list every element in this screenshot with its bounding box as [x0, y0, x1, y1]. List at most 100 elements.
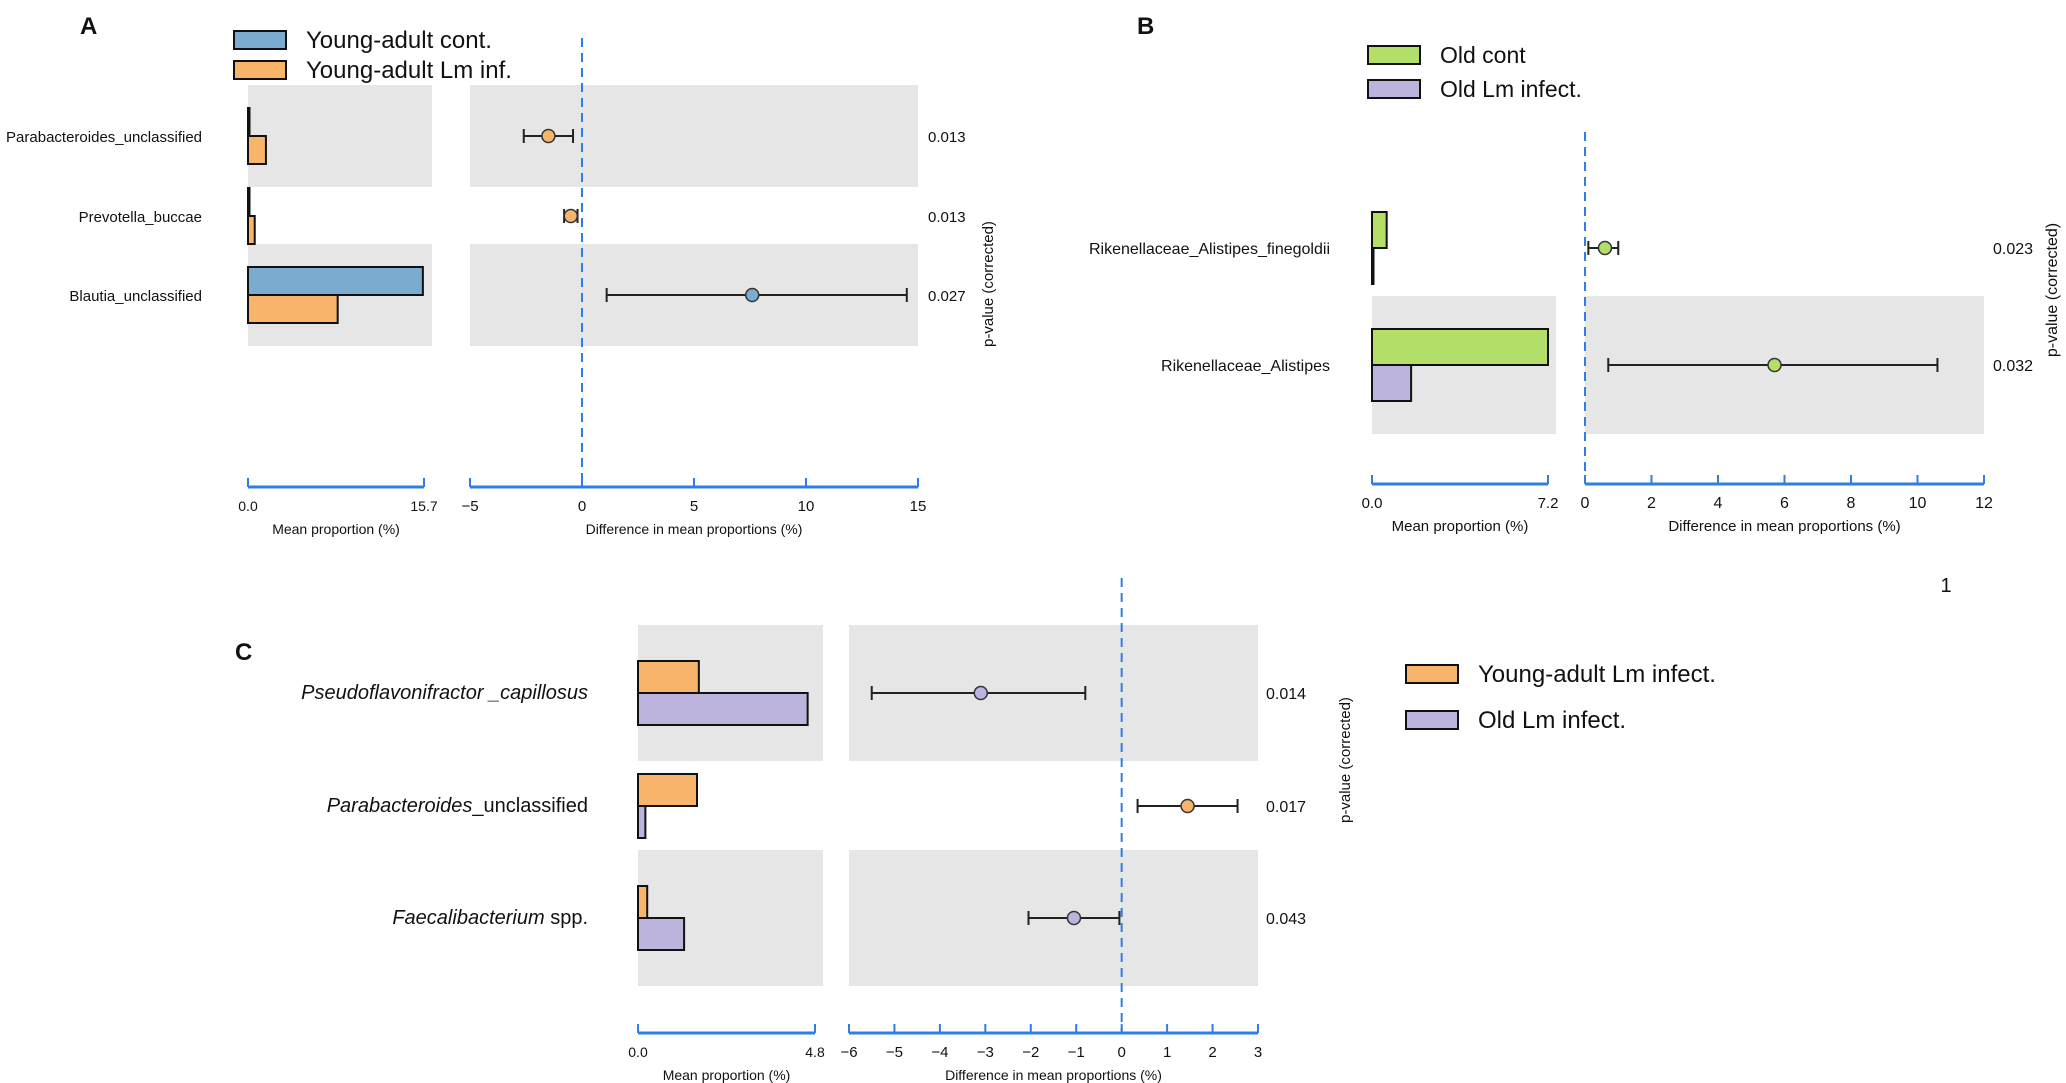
panel-a-legend-swatch-1: [233, 60, 287, 80]
panel-a-diff-tick-label-2: 5: [690, 498, 698, 515]
panel-b-bar-a-1: [1371, 328, 1549, 366]
panel-c-row-label-italic-1: Parabacteroides: [327, 795, 473, 817]
panel-c-legend-label-0: Young-adult Lm infect.: [1478, 661, 1716, 688]
panel-c-diff-tick-label-3: −3: [977, 1044, 994, 1061]
panel-a-bar-b-2: [247, 294, 339, 324]
panel-b-diff-tick-label-2: 4: [1714, 495, 1723, 512]
panel-c-bar-tick-label-1: 4.8: [805, 1044, 825, 1060]
panel-c-diff-tick-label-6: 0: [1117, 1044, 1125, 1061]
panel-c-letter: C: [235, 639, 252, 666]
panel-a-pvalue-axis-label: p-value (corrected): [980, 221, 997, 347]
panel-c-bar-a-0: [637, 660, 700, 694]
panel-c-diff-point-0: [973, 685, 989, 701]
panel-c-diff-tick-label-7: 1: [1163, 1044, 1171, 1061]
panel-c-pvalue-1: 0.017: [1266, 799, 1306, 816]
panel-c-bar-tick-label-0: 0.0: [628, 1044, 648, 1060]
panel-c-diff-tick-label-5: −1: [1068, 1044, 1085, 1061]
panel-b-bar-b-0: [1371, 247, 1375, 285]
panel-a-bar-b-1: [247, 215, 256, 245]
panel-b-diff-tick-label-3: 6: [1780, 495, 1789, 512]
panel-c-diff-tick-label-4: −2: [1022, 1044, 1039, 1061]
panel-c-diff-tick-label-8: 2: [1208, 1044, 1216, 1061]
panel-b-pvalue-0: 0.023: [1993, 241, 2033, 258]
panel-a-bar-tick-label-0: 0.0: [238, 498, 258, 514]
panel-b-diff-xlabel: Difference in mean proportions (%): [1668, 518, 1900, 535]
panel-a-diff-point-0: [541, 128, 556, 144]
panel-c-row-label-italic-2: Faecalibacterium: [392, 907, 544, 929]
panel-a-bar-a-2: [247, 266, 424, 296]
panel-c-pvalue-axis-label: p-value (corrected): [1337, 697, 1354, 823]
panel-c-row-label-2: Faecalibacterium spp.: [392, 907, 588, 929]
panel-b-row-label-1: Rikenellaceae_Alistipes: [1161, 358, 1330, 375]
panel-a-row-label-2: Blautia_unclassified: [69, 288, 202, 305]
panel-a-diff-tick-label-0: −5: [461, 498, 478, 515]
panel-b-pvalue-1: 0.032: [1993, 358, 2033, 375]
panel-c-legend-swatch-0: [1405, 664, 1459, 684]
panel-a-diff-tick-label-4: 15: [910, 498, 927, 515]
panel-a-bar-b-0: [247, 135, 267, 165]
panel-a-diff-xlabel: Difference in mean proportions (%): [586, 521, 803, 537]
panel-a-bar-tick-label-1: 15.7: [410, 498, 437, 514]
panel-a-diff-tick-label-3: 10: [798, 498, 815, 515]
panel-c-legend-label-1: Old Lm infect.: [1478, 707, 1626, 734]
panel-c-diff-tick-label-9: 3: [1254, 1044, 1262, 1061]
panel-b-diff-tick-label-0: 0: [1581, 495, 1590, 512]
panel-b-letter: B: [1137, 13, 1154, 40]
panel-b-legend-swatch-0: [1367, 45, 1421, 65]
panel-c-row-label-0: Pseudoflavonifractor _capillosus: [301, 682, 588, 704]
panel-c-diff-point-1: [1180, 798, 1195, 814]
panel-b-bar-xlabel: Mean proportion (%): [1392, 518, 1529, 535]
panel-c-diff-point-2: [1066, 910, 1082, 926]
panel-a-bar-a-1: [247, 187, 251, 217]
page-number: 1: [1940, 575, 1951, 597]
panel-b-bar-a-0: [1371, 211, 1388, 249]
panel-c-pvalue-0: 0.014: [1266, 686, 1306, 703]
panel-a-pvalue-1: 0.013: [928, 209, 966, 226]
panel-a-row-shade-bar-0: [248, 85, 432, 187]
panel-c-pvalue-2: 0.043: [1266, 911, 1306, 928]
panel-a-diff-point-1: [563, 208, 579, 224]
panel-a-pvalue-2: 0.027: [928, 288, 966, 305]
panel-b-legend-label-1: Old Lm infect.: [1440, 76, 1582, 102]
panel-c-bar-b-1: [637, 805, 647, 839]
panel-c-diff-tick-label-2: −4: [931, 1044, 948, 1061]
panel-a-diff-point-2: [744, 287, 760, 303]
panel-a-bar-xlabel: Mean proportion (%): [272, 521, 400, 537]
panel-b-bar-b-1: [1371, 364, 1413, 402]
panel-c-row-label-italic-0: Pseudoflavonifractor _capillosus: [301, 682, 588, 704]
panel-a-pvalue-0: 0.013: [928, 129, 966, 146]
panel-a-legend-swatch-0: [233, 30, 287, 50]
panel-b-legend-label-0: Old cont: [1440, 42, 1526, 68]
panel-c-row-label-plain-1: _unclassified: [471, 795, 588, 817]
panel-c-bar-b-0: [637, 692, 809, 726]
panel-c-legend-swatch-1: [1405, 710, 1459, 730]
panel-c-row-label-plain-2: spp.: [545, 907, 588, 929]
panel-a-legend-label-0: Young-adult cont.: [306, 27, 492, 54]
panel-b-pvalue-axis-label: p-value (corrected): [2044, 223, 2061, 357]
panel-b-diff-tick-label-1: 2: [1647, 495, 1656, 512]
panel-a-letter: A: [80, 13, 97, 40]
panel-c-diff-tick-label-0: −6: [840, 1044, 857, 1061]
panel-b-diff-tick-label-6: 12: [1975, 495, 1993, 512]
panel-c-bar-b-2: [637, 917, 686, 951]
panel-b-bar-tick-label-1: 7.2: [1538, 495, 1559, 512]
panel-c-bar-a-1: [637, 773, 698, 807]
panel-a-row-label-0: Parabacteroides_unclassified: [6, 129, 202, 146]
panel-a-diff-tick-label-1: 0: [578, 498, 586, 515]
panel-c-bar-a-2: [637, 885, 649, 919]
panel-b-diff-tick-label-5: 10: [1909, 495, 1927, 512]
panel-b-row-label-0: Rikenellaceae_Alistipes_finegoldii: [1089, 241, 1330, 258]
panel-b-legend-swatch-1: [1367, 79, 1421, 99]
panel-b-diff-point-1: [1767, 357, 1782, 373]
panel-a-row-label-1: Prevotella_buccae: [79, 209, 202, 226]
panel-a-bar-a-0: [247, 107, 251, 137]
panel-c-row-label-1: Parabacteroides_unclassified: [327, 795, 588, 817]
panel-b-diff-point-0: [1597, 240, 1613, 256]
panel-b-diff-tick-label-4: 8: [1847, 495, 1856, 512]
panel-a-legend-label-1: Young-adult Lm inf.: [306, 57, 512, 84]
panel-c-bar-xlabel: Mean proportion (%): [663, 1067, 791, 1083]
panel-c-diff-xlabel: Difference in mean proportions (%): [945, 1067, 1162, 1083]
panel-b-bar-tick-label-0: 0.0: [1362, 495, 1383, 512]
panel-c-diff-tick-label-1: −5: [886, 1044, 903, 1061]
